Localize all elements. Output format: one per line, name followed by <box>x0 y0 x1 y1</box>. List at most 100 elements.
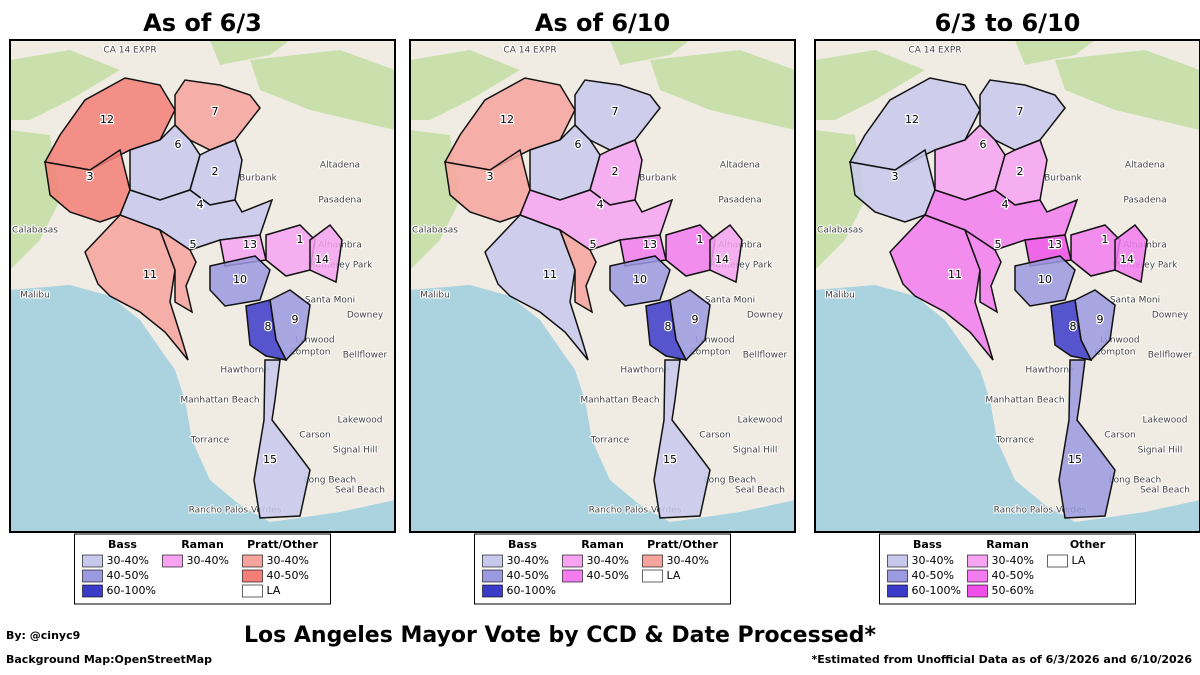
legend-heading: Bass <box>913 538 942 551</box>
legend-swatch <box>162 554 183 568</box>
legend-label: 30-40% <box>507 554 549 567</box>
district-label: 3 <box>487 170 494 183</box>
map: CA 14 EXPR Altadena Burbank Pasadena Calabas… <box>409 39 796 533</box>
map-frame <box>9 39 396 533</box>
place-label: Manhattan Beach <box>180 396 259 406</box>
place-label: Signal Hill <box>333 446 378 456</box>
legend-label: 60-100% <box>912 584 961 597</box>
hills <box>1055 50 1200 130</box>
district <box>1114 223 1148 284</box>
district <box>889 214 994 361</box>
district-label: 2 <box>1017 165 1024 178</box>
place-label: Long Beach <box>704 476 757 486</box>
place-label: Hawthorne <box>220 366 270 376</box>
district-label: 10 <box>633 273 647 286</box>
legend-label: 50-60% <box>992 584 1034 597</box>
hills <box>410 50 520 120</box>
district-label: 12 <box>905 113 919 126</box>
place-label: Torrance <box>995 436 1035 446</box>
place-label: CA 14 EXPR <box>908 46 961 56</box>
place-label: Lakewood <box>1142 416 1187 426</box>
place-label: Pasadena <box>1123 196 1166 206</box>
place-label: Downey <box>1152 311 1189 321</box>
place-label: Compton <box>289 348 330 358</box>
place-label: Bellflower <box>1148 351 1193 361</box>
place-label: Downey <box>747 311 784 321</box>
district-label: 9 <box>292 313 299 326</box>
legend-label: 60-100% <box>107 584 156 597</box>
place-label: Santa Moni <box>705 296 755 306</box>
district-label: 5 <box>190 238 197 251</box>
place-label: Calabasas <box>12 226 58 236</box>
district <box>645 299 688 362</box>
panel-title: As of 6/3 <box>143 9 262 37</box>
district-label: 13 <box>1048 238 1062 251</box>
district-label: 3 <box>892 170 899 183</box>
place-label: Hawthorne <box>620 366 670 376</box>
legend-label: 40-50% <box>507 569 549 582</box>
district-label: 6 <box>575 138 582 151</box>
place-label: Seal Beach <box>335 486 385 496</box>
district-label: 1 <box>1102 233 1109 246</box>
legend-swatch <box>242 569 263 583</box>
place-label: Bellflower <box>343 351 388 361</box>
legend-heading: Pratt/Other <box>647 538 718 551</box>
place-label: Compton <box>1094 348 1135 358</box>
map-frame <box>409 39 796 533</box>
district-label: 14 <box>315 253 329 266</box>
district-label: 8 <box>665 320 672 333</box>
hills <box>10 50 120 120</box>
legend-swatch <box>482 569 503 583</box>
place-label: Lakewood <box>337 416 382 426</box>
panel-title: 6/3 to 6/10 <box>935 9 1081 37</box>
district-label: 8 <box>265 320 272 333</box>
legend-box <box>474 533 731 605</box>
place-label: Long Beach <box>304 476 357 486</box>
district-label: 12 <box>100 113 114 126</box>
district-label: 1 <box>297 233 304 246</box>
district-label: 15 <box>1068 453 1082 466</box>
district <box>1014 255 1076 307</box>
district-label: 14 <box>715 253 729 266</box>
legend-swatch <box>887 569 908 583</box>
district <box>1050 299 1093 362</box>
district <box>963 228 1002 314</box>
place-label: Pasadena <box>718 196 761 206</box>
ocean <box>10 285 395 532</box>
district <box>484 214 589 361</box>
legend-label: LA <box>667 569 681 582</box>
legend-heading: Bass <box>108 538 137 551</box>
legend-label: 30-40% <box>587 554 629 567</box>
place-label: Carson <box>299 431 330 441</box>
district-label: 8 <box>1070 320 1077 333</box>
credit: By: @cinyc9 <box>6 629 80 642</box>
legend-swatch <box>242 554 263 568</box>
place-label: Seal Beach <box>735 486 785 496</box>
district-label: 15 <box>663 453 677 466</box>
district-label: 11 <box>143 268 157 281</box>
place-label: CA 14 EXPR <box>103 46 156 56</box>
place-label: Calabasas <box>817 226 863 236</box>
place-label: Malibu <box>825 291 855 301</box>
district <box>609 255 671 307</box>
legend-heading: Bass <box>508 538 537 551</box>
ocean <box>815 285 1200 532</box>
place-label: Carson <box>699 431 730 441</box>
legend-label: LA <box>267 584 281 597</box>
district-label: 2 <box>212 165 219 178</box>
legend-label: 30-40% <box>912 554 954 567</box>
district-label: 7 <box>612 105 619 118</box>
place-label: Manhattan Beach <box>580 396 659 406</box>
district-label: 1 <box>697 233 704 246</box>
place-label: Manhattan Beach <box>985 396 1064 406</box>
place-label: Torrance <box>590 436 630 446</box>
map: CA 14 EXPR Altadena Burbank Pasadena Calabas… <box>814 39 1200 533</box>
place-label: CA 14 EXPR <box>503 46 556 56</box>
legend-label: 30-40% <box>992 554 1034 567</box>
district-label: 15 <box>263 453 277 466</box>
district-label: 13 <box>243 238 257 251</box>
place-label: Calabasas <box>412 226 458 236</box>
legend-swatch <box>967 584 988 598</box>
district-label: 10 <box>1038 273 1052 286</box>
